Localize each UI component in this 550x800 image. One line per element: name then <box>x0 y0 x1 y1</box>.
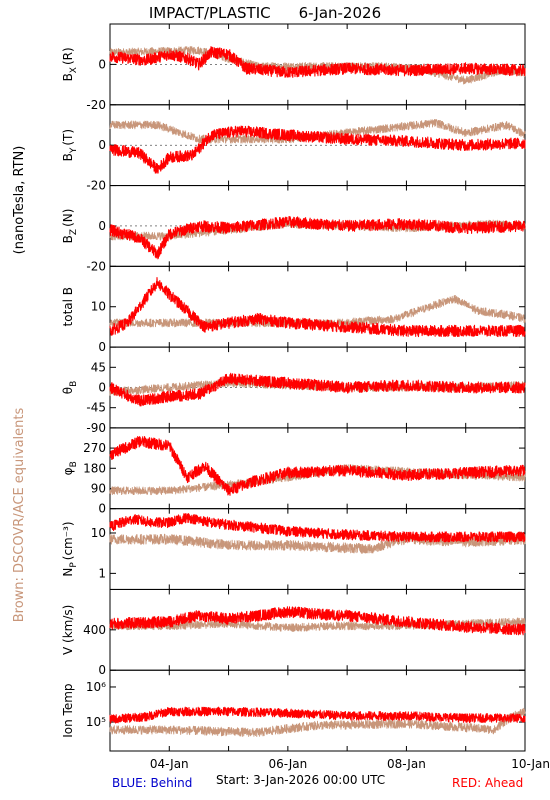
y-tick-label-phi: 90 <box>91 481 106 495</box>
y-tick-label-theta: 45 <box>91 360 106 374</box>
series-phi-ahead <box>109 436 526 496</box>
y-tick-label-by: -20 <box>86 179 106 193</box>
y-tick-label-bx: -20 <box>86 98 106 112</box>
equivalents-label: Brown: DSCOVR/ACE equivalents <box>12 408 27 623</box>
y-tick-label-v: 0 <box>98 663 106 677</box>
series-temp-dscovr <box>109 707 526 738</box>
y-tick-label-bx: 0 <box>98 57 106 71</box>
y-tick-label-bt: 0 <box>98 340 106 354</box>
y-tick-label-phi: 180 <box>83 461 106 475</box>
y-label-bz: BZ(N) <box>61 209 79 244</box>
y-tick-label-bz: 0 <box>98 219 106 233</box>
x-tick-label: 06-Jan <box>268 757 307 771</box>
behind-label: BLUE: Behind <box>112 776 192 790</box>
y-label-theta: θB <box>61 381 79 395</box>
y-tick-label-theta: 0 <box>98 381 106 395</box>
series-theta-ahead <box>109 372 526 407</box>
panel-bz: 0 -20 BZ(N) <box>61 185 526 273</box>
y-tick-label-np: 10 <box>91 526 106 540</box>
x-tick-label: 04-Jan <box>150 757 189 771</box>
y-tick-label-bt: 10 <box>91 300 106 314</box>
panel-phi: 270 180 90 0 φB <box>61 427 526 516</box>
y-label-temp: Ion Temp <box>61 683 75 737</box>
series-bx-ahead <box>109 46 526 78</box>
chart-title: IMPACT/PLASTIC 6-Jan-2026 <box>149 4 381 22</box>
start-label: Start: 3-Jan-2026 00:00 UTC <box>216 773 385 787</box>
y-tick-label-theta: -90 <box>86 421 106 435</box>
panel-bx: 0 -20 BX(R) <box>61 23 526 112</box>
series-v-ahead <box>109 606 526 636</box>
y-tick-label-phi: 0 <box>98 502 106 516</box>
y-label-v: V (km/s) <box>61 605 75 655</box>
x-tick-label: 08-Jan <box>387 757 426 771</box>
panel-theta: 45 0 -45 -90 θB <box>61 346 526 435</box>
y-label-np: NP(cm⁻³) <box>61 521 79 576</box>
panel-temp: 10⁶ 10⁵ Ion Temp <box>61 669 526 752</box>
ahead-label: RED: Ahead <box>452 776 523 790</box>
x-axis-ticks: 04-Jan 06-Jan 08-Jan 10-Jan <box>150 757 550 771</box>
y-tick-label-temp: 10⁶ <box>86 680 106 694</box>
y-tick-label-v: 400 <box>83 623 106 637</box>
y-tick-label-theta: -45 <box>86 401 106 415</box>
panel-v: 400 0 V (km/s) <box>61 588 526 677</box>
y-tick-label-np: 1 <box>98 566 106 580</box>
panel-np: 10 1 NP(cm⁻³) <box>61 508 526 590</box>
y-tick-label-temp: 10⁵ <box>86 715 106 729</box>
y-tick-label-bz: -20 <box>86 259 106 273</box>
panel-by: 0 -20 BY(T) <box>61 104 526 193</box>
series-bz-ahead <box>109 216 526 260</box>
panel-bt: 10 0 total B <box>61 265 526 354</box>
series-np-ahead <box>109 513 526 543</box>
y-tick-label-phi: 270 <box>83 441 106 455</box>
y-tick-label-by: 0 <box>98 138 106 152</box>
y-label-by: BY(T) <box>61 129 79 161</box>
panel-frame-bx <box>109 23 526 106</box>
series-bt-ahead <box>109 277 526 338</box>
y-label-phi: φB <box>61 461 79 475</box>
x-tick-label: 10-Jan <box>511 757 550 771</box>
series-temp-ahead <box>109 706 526 724</box>
y-label-bx: BX(R) <box>61 47 79 81</box>
series-by-ahead <box>109 125 526 174</box>
units-label: (nanoTesla, RTN) <box>12 146 27 255</box>
y-label-bt: total B <box>61 287 75 327</box>
